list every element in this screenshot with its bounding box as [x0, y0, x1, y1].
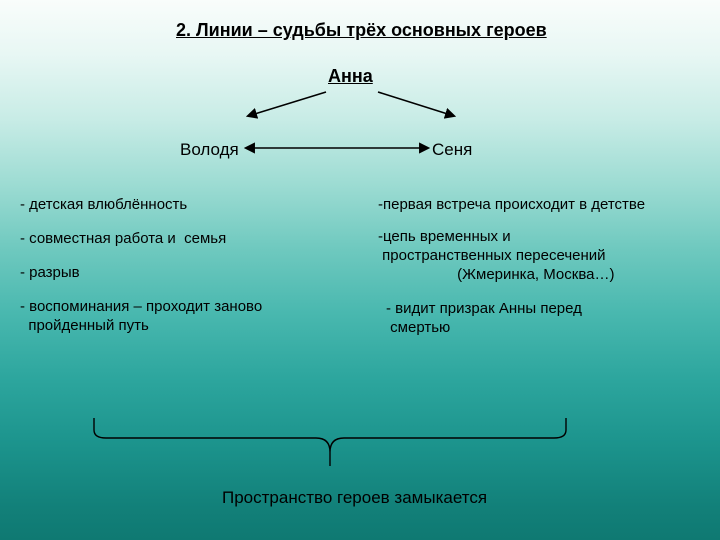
diagram-arrows [0, 0, 720, 540]
summary-bracket [94, 418, 566, 466]
arrow-anna-volodya [248, 92, 326, 116]
arrow-anna-senya [378, 92, 454, 116]
